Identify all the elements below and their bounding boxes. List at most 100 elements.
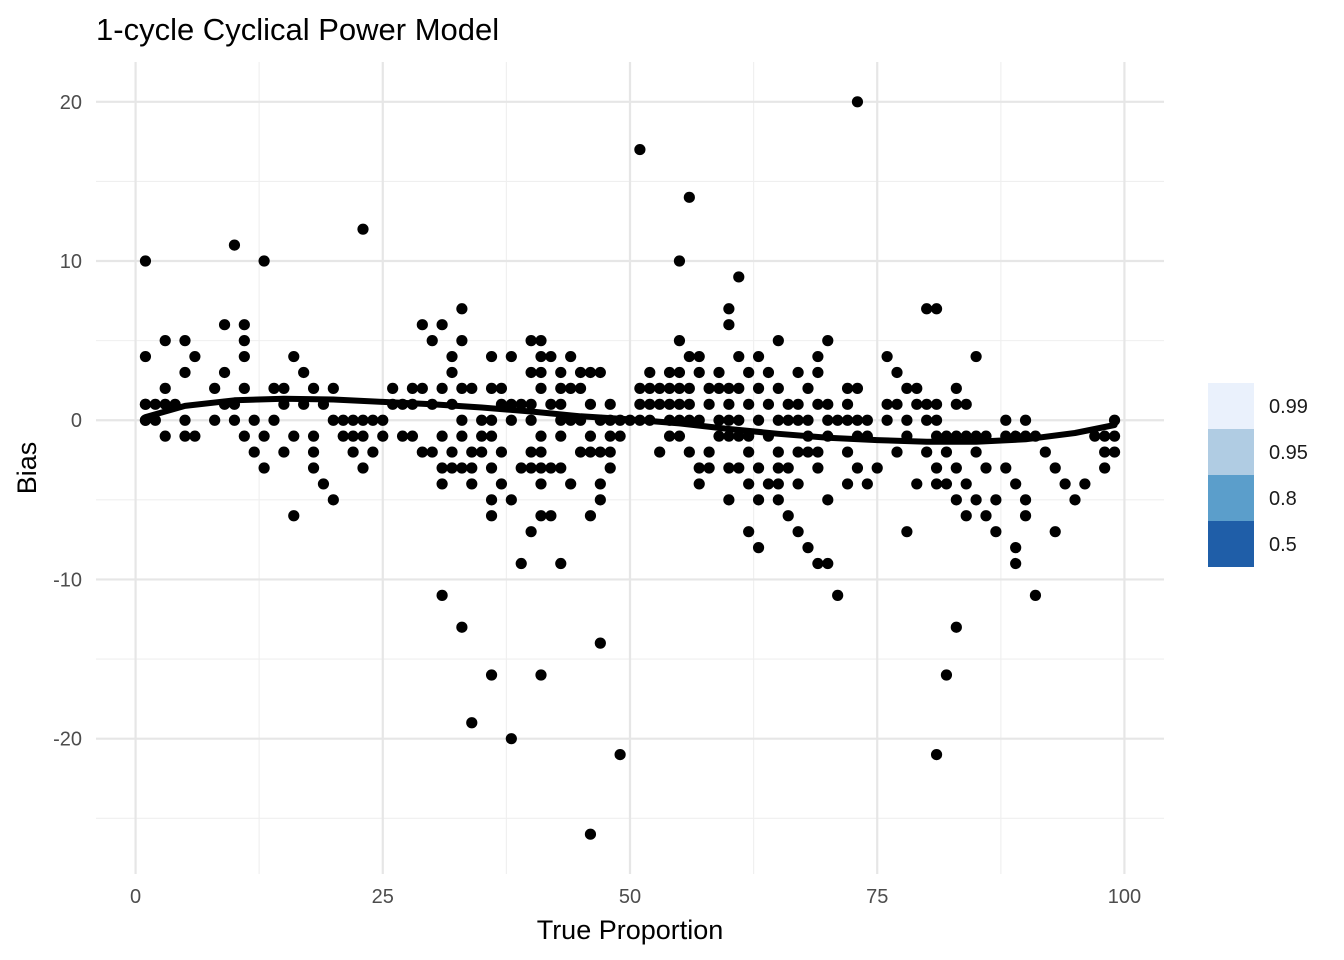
data-point (436, 589, 448, 601)
data-point (832, 414, 844, 426)
data-point (367, 446, 379, 458)
data-point (930, 414, 943, 426)
data-point (278, 382, 290, 394)
data-point (228, 239, 241, 251)
data-point (851, 96, 864, 108)
data-point (584, 430, 597, 442)
data-point (713, 366, 725, 379)
data-point (238, 335, 250, 347)
legend-key (1208, 521, 1254, 567)
data-point (1019, 414, 1032, 426)
data-point (960, 478, 972, 490)
y-tick-label: 20 (60, 92, 82, 114)
data-point (743, 366, 755, 379)
data-point (762, 478, 775, 490)
data-point (209, 414, 221, 426)
data-point (752, 382, 765, 394)
data-point (139, 398, 152, 410)
data-point (1089, 430, 1101, 442)
data-point (258, 255, 270, 267)
data-point (525, 398, 537, 410)
data-point (772, 494, 784, 506)
data-point (822, 414, 834, 426)
x-tick-labels: 0 25 50 75 100 (130, 886, 1141, 908)
data-point (535, 366, 547, 379)
data-point (525, 335, 537, 347)
data-point (446, 350, 458, 363)
data-point (485, 350, 498, 363)
data-point (673, 335, 686, 347)
data-point (456, 303, 468, 315)
data-point (1000, 462, 1012, 474)
data-point (792, 446, 804, 458)
data-point (258, 462, 270, 474)
data-point (594, 446, 606, 458)
data-point (851, 414, 864, 426)
data-point (218, 319, 231, 331)
data-point (357, 223, 369, 235)
data-point (970, 446, 982, 458)
data-point (288, 430, 300, 442)
data-point (456, 462, 468, 474)
data-point (901, 382, 913, 394)
data-point (317, 478, 330, 490)
data-point (327, 494, 339, 506)
data-point (288, 510, 300, 522)
data-point (535, 669, 547, 681)
legend-label: 0.5 (1269, 534, 1297, 556)
data-point (416, 382, 428, 394)
data-point (495, 478, 508, 490)
data-point (812, 462, 824, 474)
data-point (377, 414, 389, 426)
data-point (456, 430, 468, 442)
data-point (387, 382, 399, 394)
data-point (604, 446, 616, 458)
data-point (614, 748, 626, 761)
data-point (940, 669, 953, 681)
data-point (545, 398, 557, 410)
data-point (485, 669, 498, 681)
data-point (525, 414, 537, 426)
data-point (476, 414, 488, 426)
data-point (673, 430, 686, 442)
data-point (772, 382, 784, 394)
data-point (921, 303, 933, 315)
data-point (238, 430, 250, 442)
data-point (466, 382, 478, 394)
data-point (743, 446, 755, 458)
data-point (782, 462, 794, 474)
data-point (940, 446, 953, 458)
data-point (832, 589, 844, 601)
data-point (416, 319, 428, 331)
data-point (713, 430, 725, 442)
data-point (179, 430, 191, 442)
data-point (357, 462, 369, 474)
x-axis-title: True Proportion (537, 915, 724, 945)
data-point (683, 446, 695, 458)
data-point (950, 398, 962, 410)
data-point (634, 398, 646, 410)
data-point (713, 382, 725, 394)
data-point (159, 335, 171, 347)
data-point (812, 350, 824, 363)
data-point (535, 446, 547, 458)
data-point (268, 382, 280, 394)
data-point (505, 494, 517, 506)
data-point (911, 398, 923, 410)
data-point (485, 494, 498, 506)
data-point (772, 462, 784, 474)
data-point (456, 335, 468, 347)
data-point (812, 398, 824, 410)
data-point (1059, 478, 1071, 490)
data-point (1039, 446, 1051, 458)
data-point (238, 319, 250, 331)
data-point (307, 382, 320, 394)
data-point (930, 478, 943, 490)
data-point (921, 414, 933, 426)
data-point (654, 382, 666, 394)
data-point (347, 414, 359, 426)
data-point (911, 382, 923, 394)
data-point (535, 462, 547, 474)
data-point (584, 446, 597, 458)
